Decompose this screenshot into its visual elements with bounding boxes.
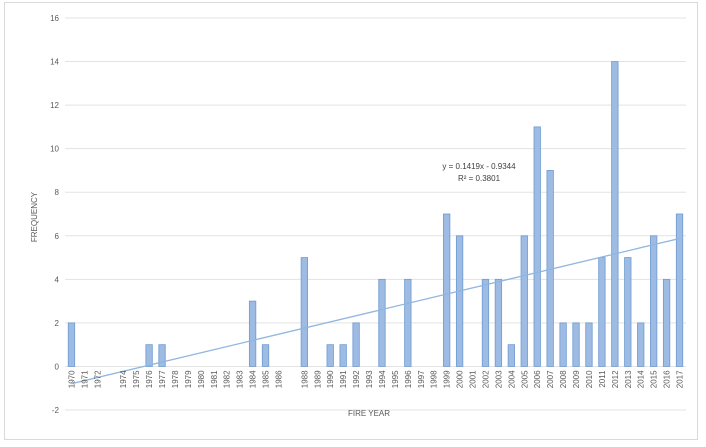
x-tick-label: 1977 xyxy=(158,370,167,388)
bar-1977 xyxy=(158,344,166,367)
bar-2015 xyxy=(650,235,658,367)
x-tick-label: 2012 xyxy=(611,370,620,388)
y-tick-label: -2 xyxy=(52,406,60,415)
bars xyxy=(67,61,684,367)
x-tick-label: 2008 xyxy=(559,370,568,388)
x-tick-label: 1993 xyxy=(365,370,374,388)
x-tick-label: 1994 xyxy=(378,370,387,388)
x-tick-label: 2006 xyxy=(533,370,542,388)
x-tick-label: 2000 xyxy=(456,370,465,388)
x-tick-label: 2001 xyxy=(469,370,478,388)
bar-1976 xyxy=(145,344,153,367)
y-tick-label: 0 xyxy=(55,362,60,371)
trendline-layer xyxy=(71,237,680,385)
y-tick-label: 6 xyxy=(55,232,60,241)
x-tick-label: 1976 xyxy=(145,370,154,388)
bar-1984 xyxy=(248,300,257,367)
bar-1996 xyxy=(404,278,412,367)
bar-2013 xyxy=(624,257,632,367)
x-tick-label: 1975 xyxy=(132,370,141,388)
bar-1994 xyxy=(378,278,386,367)
x-tick-label: 1997 xyxy=(417,370,426,388)
x-tick-label: 1971 xyxy=(80,370,89,388)
bar-2004 xyxy=(507,344,515,367)
bar-2009 xyxy=(572,322,580,367)
x-tick-label: 1995 xyxy=(391,370,400,388)
x-tick-label: 1984 xyxy=(249,370,258,388)
y-tick-label: 4 xyxy=(55,275,60,284)
x-tick-label: 1986 xyxy=(274,370,283,388)
trendline-r-squared: R² = 0.3801 xyxy=(458,174,501,183)
x-tick-label: 1996 xyxy=(404,370,413,388)
bar-2005 xyxy=(520,235,528,367)
x-tick-label: 2005 xyxy=(520,370,529,388)
x-tick-label: 1999 xyxy=(443,370,452,388)
bar-1970 xyxy=(67,322,76,367)
bar-1991 xyxy=(339,344,347,367)
x-axis-title: FIRE YEAR xyxy=(348,409,390,418)
y-tick-label: 8 xyxy=(55,188,60,197)
bar-2006 xyxy=(533,126,541,367)
bar-2012 xyxy=(611,61,619,367)
gridlines xyxy=(65,17,686,411)
chart-frame: -2 0 2 4 6 8 10 12 14 16 1970 1971 1972 1974 1975 1976… xyxy=(4,2,698,440)
bar-1988 xyxy=(300,257,308,367)
x-tick-label: 1983 xyxy=(236,370,245,388)
x-tick-label: 2011 xyxy=(598,370,607,388)
y-tick-label: 2 xyxy=(55,319,60,328)
x-tick-label: 1978 xyxy=(171,370,180,388)
x-tick-label: 1981 xyxy=(210,370,219,388)
trendline-equation: y = 0.1419x - 0.9344 xyxy=(442,162,516,171)
bar-1990 xyxy=(326,344,334,367)
y-tick-label: 12 xyxy=(50,101,59,110)
bar-2017 xyxy=(675,213,684,367)
x-tick-label: 1970 xyxy=(67,370,76,388)
bar-1985 xyxy=(261,344,270,367)
x-tick-label: 1972 xyxy=(93,370,102,388)
bar-2011 xyxy=(598,257,606,367)
y-tick-label: 10 xyxy=(50,145,59,154)
x-tick-label: 1985 xyxy=(262,370,271,388)
x-tick-label: 1988 xyxy=(300,370,309,388)
x-tick-label: 2010 xyxy=(585,370,594,388)
x-tick-label: 1982 xyxy=(223,370,232,388)
x-tick-label: 1991 xyxy=(339,370,348,388)
x-tick-label: 1998 xyxy=(430,370,439,388)
x-tick-label: 2004 xyxy=(507,370,516,388)
bar-2014 xyxy=(637,322,645,367)
x-tick-label: 1974 xyxy=(119,370,128,388)
x-tick-label: 2003 xyxy=(494,370,503,388)
x-tick-label: 2014 xyxy=(637,370,646,388)
y-axis-ticks: -2 0 2 4 6 8 10 12 14 16 xyxy=(50,14,59,415)
bar-2008 xyxy=(559,322,567,367)
bar-1992 xyxy=(352,322,360,367)
bar-2000 xyxy=(455,235,464,367)
x-tick-label: 1992 xyxy=(352,370,361,388)
x-tick-label: 1979 xyxy=(184,370,193,388)
bar-2010 xyxy=(585,322,593,367)
y-tick-label: 14 xyxy=(50,58,59,67)
y-tick-label: 16 xyxy=(50,14,59,23)
x-tick-label: 2016 xyxy=(663,370,672,388)
x-tick-label: 2009 xyxy=(572,370,581,388)
x-tick-label: 2002 xyxy=(481,370,490,388)
bar-2003 xyxy=(494,278,503,367)
x-tick-label: 1990 xyxy=(326,370,335,388)
x-tick-label: 2007 xyxy=(546,370,555,388)
y-axis-title: FREQUENCY xyxy=(30,191,39,242)
x-tick-label: 2013 xyxy=(624,370,633,388)
x-axis-ticks: 1970 1971 1972 1974 1975 1976 1977 1978 1979 1980… xyxy=(67,370,684,388)
x-tick-label: 1980 xyxy=(197,370,206,388)
bar-2002 xyxy=(481,278,490,367)
bar-chart: -2 0 2 4 6 8 10 12 14 16 1970 1971 1972 1974 1975 1976… xyxy=(30,14,686,418)
x-tick-label: 2015 xyxy=(650,370,659,388)
bar-1999 xyxy=(443,213,451,367)
linear-trendline xyxy=(71,237,680,385)
bar-2016 xyxy=(662,278,671,367)
x-tick-label: 1989 xyxy=(313,370,322,388)
x-tick-label: 2017 xyxy=(676,370,685,388)
